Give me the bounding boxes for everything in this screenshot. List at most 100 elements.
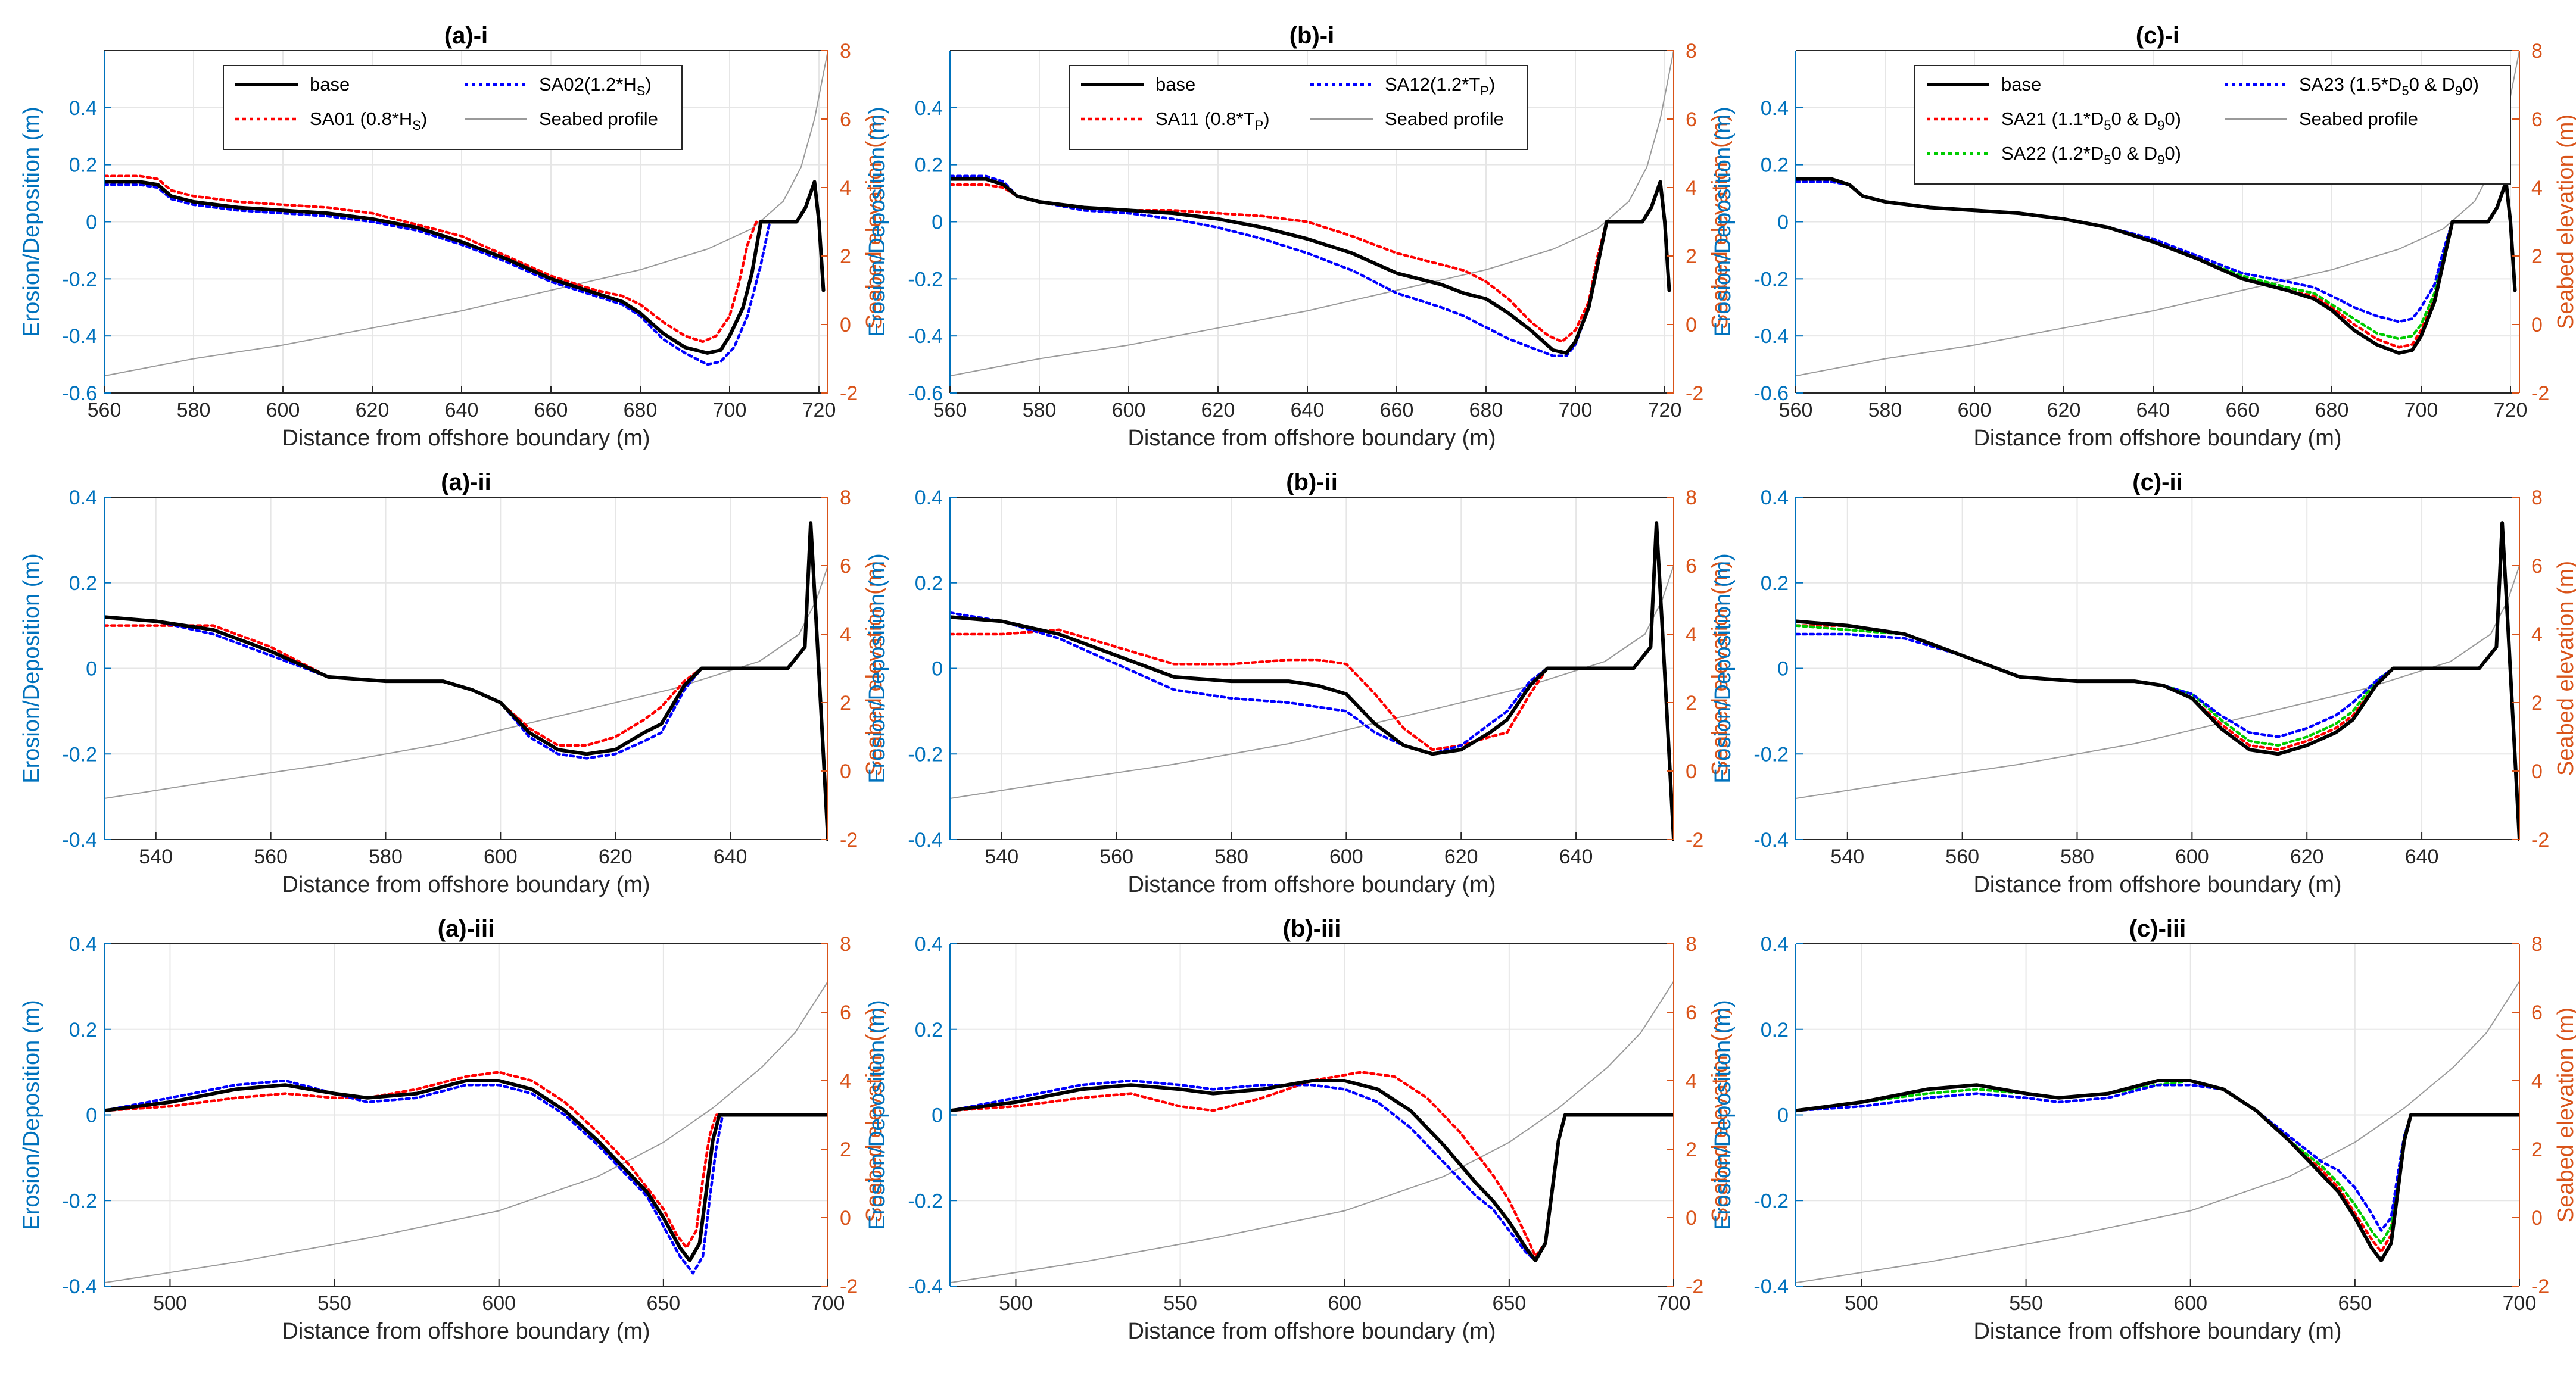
chart-c-ii-xtick-label: 600 (2175, 846, 2209, 868)
chart-b-i-ytick-label: 0.4 (915, 97, 943, 120)
chart-a-ii-xtick-label: 600 (484, 846, 518, 868)
chart-a-i-series-seabed (104, 50, 828, 377)
chart-c-iii-series-base (1796, 1079, 2519, 1262)
chart-b-i-xtick-label: 700 (1559, 399, 1593, 422)
chart-c-ii-y2tick-label: 8 (2531, 486, 2543, 509)
chart-a-i-legend-box (223, 65, 683, 150)
chart-c-i-y2tick-label: 2 (2531, 245, 2543, 268)
chart-a-ii-ytick-label: 0.2 (69, 572, 97, 595)
chart-c-ii-ytick-label: -0.2 (1753, 743, 1789, 766)
chart-b-i-y2tick-label: 0 (1686, 314, 1697, 336)
chart-b-iii-ytick-label: 0.4 (915, 933, 943, 956)
chart-a-i-ytick-label: 0.2 (69, 154, 97, 177)
chart-a-ii-xlabel: Distance from offshore boundary (m) (282, 872, 650, 897)
chart-b-iii-series-seabed (950, 981, 1674, 1284)
chart-a-iii-series-group (104, 981, 828, 1284)
chart-c-i-legend-box (1914, 65, 2511, 185)
chart-b-iii-ytick-label: 0.2 (915, 1019, 943, 1041)
chart-b-i-y2tick-label: 6 (1686, 108, 1697, 131)
chart-a-i-xtick-label: 560 (88, 399, 122, 422)
chart-c-iii-series-seabed (1796, 981, 2519, 1284)
chart-b-iii-xlabel: Distance from offshore boundary (m) (1127, 1319, 1496, 1344)
chart-a-iii-xtick-label: 700 (811, 1292, 845, 1315)
chart-c-i-legend-label: base (2001, 74, 2041, 95)
chart-c-ii-y2tick-label: 0 (2531, 760, 2543, 783)
chart-b-i-ytick-label: -0.2 (908, 268, 943, 291)
chart-b-iii-y2label: Seabed elevation (m) (1708, 1007, 1733, 1222)
chart-c-ii-ylabel: Erosion/Deposition (m) (1711, 553, 1736, 783)
chart-b-i-y2tick-label: 4 (1686, 177, 1697, 199)
chart-b-iii-y2tick-label: 4 (1686, 1070, 1697, 1093)
chart-c-i-y2tick-label: 4 (2531, 177, 2543, 199)
chart-c-iii-y2tick-label: 0 (2531, 1207, 2543, 1230)
chart-c-i-legend-label: Seabed profile (2299, 108, 2418, 129)
chart-b-i-xtick-label: 660 (1380, 399, 1414, 422)
chart-c-i-xtick-label: 560 (1779, 399, 1813, 422)
chart-b-ii-ylabel: Erosion/Deposition (m) (865, 553, 890, 783)
chart-c-iii-y2label: Seabed elevation (m) (2553, 1007, 2576, 1222)
chart-c-i-ytick-label: 0 (1777, 211, 1789, 234)
chart-b-iii-ytick-label: 0 (932, 1105, 943, 1127)
chart-a-iii-xtick-label: 650 (646, 1292, 680, 1315)
chart-a-iii-y2tick-label: 6 (840, 1002, 851, 1024)
chart-b-ii-series-group (950, 521, 1674, 841)
chart-c-iii-ytick-label: -0.4 (1753, 1275, 1789, 1298)
chart-a-iii-xlabel: Distance from offshore boundary (m) (282, 1319, 650, 1344)
chart-c-i-y2tick-label: 0 (2531, 314, 2543, 336)
chart-a-iii-ylabel: Erosion/Deposition (m) (19, 1000, 44, 1230)
chart-c-ii-y2tick-label: -2 (2531, 829, 2549, 851)
chart-b-i-y2label: Seabed elevation (m) (1708, 114, 1733, 329)
chart-a-iii-y2tick-label: 4 (840, 1070, 851, 1093)
chart-c-ii-ytick-label: 0 (1777, 658, 1789, 681)
chart-c-i-ytick-label: -0.6 (1753, 382, 1789, 405)
chart-b-ii-ytick-label: -0.4 (908, 829, 943, 851)
chart-c-i-series-base (1796, 177, 2517, 355)
chart-b-ii-xtick-label: 640 (1559, 846, 1593, 868)
chart-c-i-xtick-label: 680 (2315, 399, 2349, 422)
chart-c-i-xtick-label: 700 (2404, 399, 2438, 422)
chart-c-i-legend-label: SA22 (1.2*D50 & D90) (2001, 143, 2181, 167)
chart-b-i-ytick-label: -0.6 (908, 382, 943, 405)
chart-a-i-y2tick-label: 6 (840, 108, 851, 131)
chart-b-ii-title: (b)-ii (1286, 469, 1338, 495)
chart-b-i-y2tick-label: 8 (1686, 40, 1697, 63)
chart-a-iii-xtick-label: 550 (317, 1292, 351, 1315)
chart-a-i-legend-label: SA02(1.2*HS) (539, 74, 652, 98)
chart-c-ii-title: (c)-ii (2132, 469, 2182, 495)
chart-b-ii-y2tick-label: 0 (1686, 760, 1697, 783)
chart-b-ii-xtick-label: 600 (1329, 846, 1363, 868)
chart-c-i-y2label: Seabed elevation (m) (2553, 114, 2576, 329)
chart-c-ii: 540 560 580 600 620 640 -0.4 -0.2 0 0.2 0.4 -2 0 2 4 6 8… (1711, 469, 2576, 897)
chart-a-ii-xtick-label: 640 (714, 846, 747, 868)
chart-a-i-series-group (104, 50, 828, 377)
chart-b-i-xtick-label: 640 (1291, 399, 1325, 422)
chart-a-ii-ytick-label: -0.2 (62, 743, 97, 766)
chart-c-ii-xtick-label: 640 (2405, 846, 2439, 868)
chart-b-ii-ytick-label: -0.2 (908, 743, 943, 766)
chart-c-ii-series-group (1796, 521, 2519, 841)
chart-b-i-xtick-label: 620 (1201, 399, 1235, 422)
chart-a-ii-y2tick-label: 6 (840, 555, 851, 578)
chart-c-iii-ylabel: Erosion/Deposition (m) (1711, 1000, 1736, 1230)
chart-c-i-xtick-label: 620 (2047, 399, 2081, 422)
chart-b-i-legend-label: Seabed profile (1385, 108, 1504, 129)
chart-c-ii-y2tick-label: 4 (2531, 623, 2543, 646)
chart-a-i-xtick-label: 660 (534, 399, 568, 422)
chart-b-ii-ytick-label: 0.2 (915, 572, 943, 595)
chart-c-iii-y2tick-label: 8 (2531, 933, 2543, 956)
chart-c-ii-xtick-label: 560 (1945, 846, 1979, 868)
chart-b-iii-xtick-label: 600 (1328, 1292, 1362, 1315)
chart-c-iii-xtick-label: 650 (2338, 1292, 2372, 1315)
chart-a-i-ytick-label: 0.4 (69, 97, 97, 120)
chart-b-iii: 500 550 600 650 700 -0.4 -0.2 0 0.2 0.4 -2 0 2 4 6 8 (b)… (865, 916, 1733, 1344)
chart-a-ii-title: (a)-ii (441, 469, 491, 495)
chart-c-iii-ytick-label: 0 (1777, 1105, 1789, 1127)
chart-a-iii: 500 550 600 650 700 -0.4 -0.2 0 0.2 0.4 -2 0 2 4 6 8 (a)… (19, 916, 887, 1344)
chart-b-ii-ytick-label: 0.4 (915, 486, 943, 509)
chart-b-iii-y2tick-label: 0 (1686, 1207, 1697, 1230)
chart-b-iii-ytick-label: -0.4 (908, 1275, 943, 1298)
chart-a-i-xlabel: Distance from offshore boundary (m) (282, 426, 650, 451)
chart-b-iii-y2tick-label: -2 (1686, 1275, 1703, 1298)
chart-a-i-y2tick-label: -2 (840, 382, 858, 405)
